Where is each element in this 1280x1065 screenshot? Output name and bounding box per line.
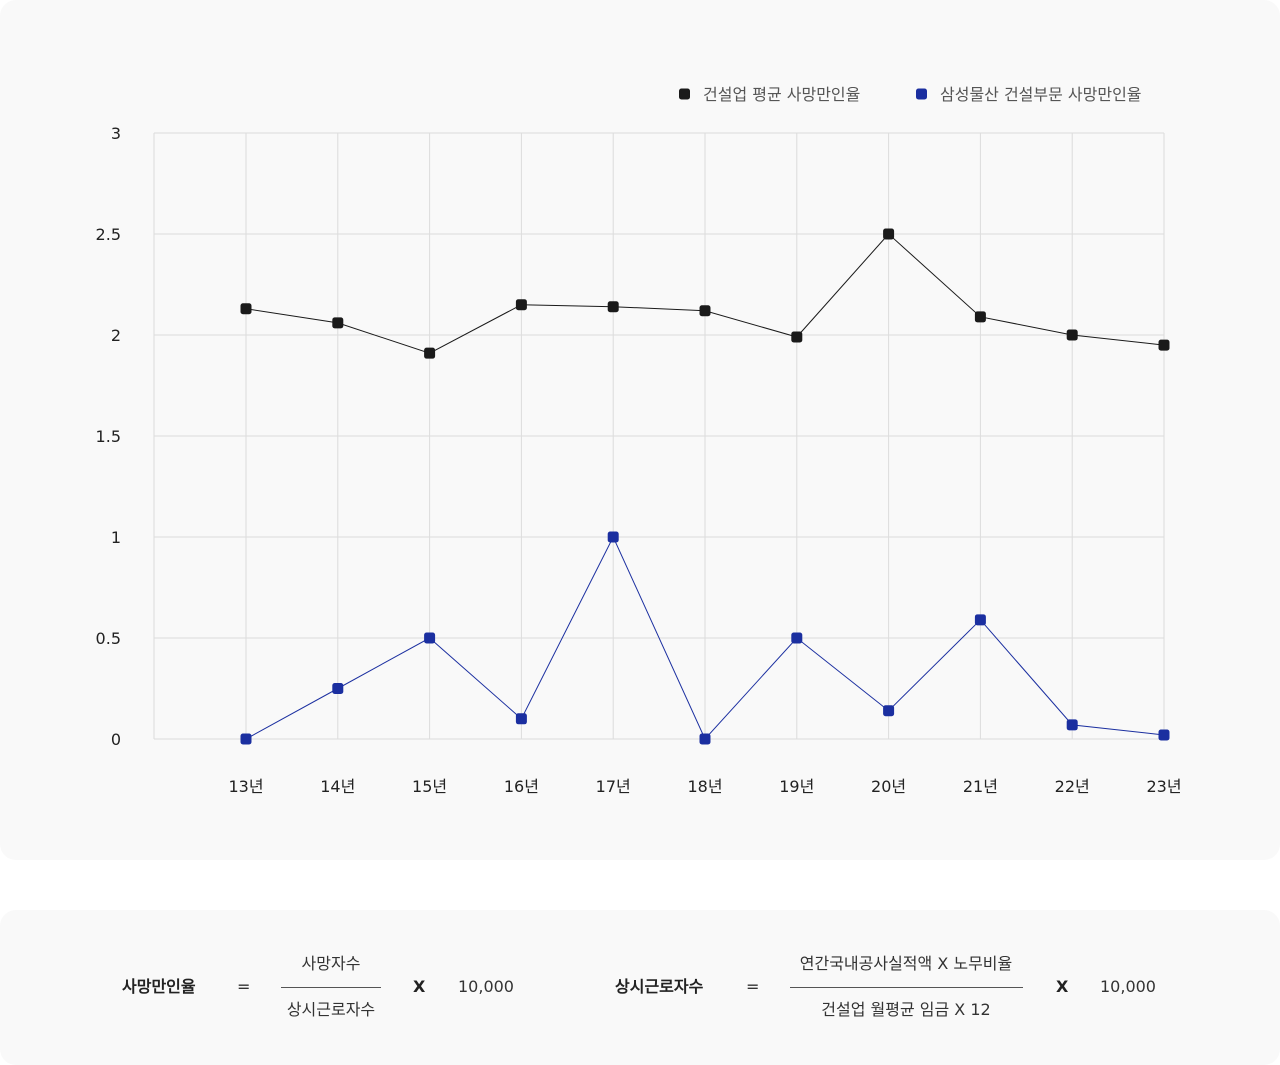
formula-label: 사망만인율: [122, 977, 196, 996]
y-tick-label: 0: [111, 730, 121, 749]
chart-panel: 0 0.5 1 1.5 2 2.5 3 13년 14년 15년 16년 17년 18년 19년 20년 21년…: [95, 85, 1182, 796]
x-tick-label: 20년: [871, 777, 906, 796]
x-tick-label: 18년: [687, 777, 722, 796]
y-tick-label: 0.5: [96, 629, 121, 648]
x-tick-label: 23년: [1146, 777, 1181, 796]
data-point: [1158, 339, 1170, 351]
fraction-line: [790, 987, 1023, 988]
x-tick-label: 15년: [412, 777, 447, 796]
data-point: [1066, 329, 1078, 341]
legend-label: 삼성물산 건설부문 사망만인율: [940, 85, 1142, 104]
grid: [153, 132, 1165, 740]
legend-marker: [916, 88, 927, 100]
data-point: [699, 305, 711, 317]
data-point: [424, 347, 436, 359]
x-tick-label: 19년: [779, 777, 814, 796]
data-point: [699, 733, 711, 745]
data-point: [240, 303, 252, 315]
data-point: [974, 311, 986, 323]
formula-times: X: [1056, 977, 1069, 996]
formula-denominator: 건설업 월평균 임금 X 12: [821, 1000, 991, 1019]
data-point: [607, 301, 619, 313]
x-tick-label: 16년: [504, 777, 539, 796]
series-2: [240, 531, 1170, 745]
formula-equals: =: [746, 977, 760, 996]
x-tick-label: 14년: [320, 777, 355, 796]
legend-marker: [679, 88, 690, 100]
x-tick-label: 21년: [963, 777, 998, 796]
data-point: [424, 632, 436, 644]
data-point: [791, 632, 803, 644]
y-tick-label: 2: [111, 326, 121, 345]
formula-numerator: 사망자수: [301, 954, 361, 973]
data-point: [240, 733, 252, 745]
y-tick-label: 2.5: [96, 225, 121, 244]
data-point: [1066, 719, 1078, 731]
x-tick-label: 22년: [1055, 777, 1090, 796]
data-point: [332, 683, 344, 694]
formula-multiplier: 10,000: [458, 977, 514, 996]
series-1: [240, 228, 1170, 359]
data-point: [883, 705, 895, 717]
data-point: [607, 531, 619, 543]
data-point: [791, 331, 803, 343]
legend: 건설업 평균 사망만인율 삼성물산 건설부문 사망만인율: [679, 85, 1142, 104]
data-point: [332, 317, 344, 329]
legend-label: 건설업 평균 사망만인율: [703, 85, 860, 104]
x-tick-label: 13년: [228, 777, 263, 796]
formula-times: X: [413, 977, 426, 996]
formula-multiplier: 10,000: [1100, 977, 1156, 996]
data-point: [1158, 729, 1170, 741]
formula-label: 상시근로자수: [615, 977, 704, 996]
y-tick-label: 3: [111, 124, 121, 143]
formula-numerator: 연간국내공사실적액 X 노무비율: [799, 954, 1013, 973]
formula-equals: =: [237, 977, 251, 996]
y-tick-label: 1: [111, 528, 121, 547]
data-point: [974, 614, 986, 626]
fraction-line: [281, 987, 381, 988]
data-point: [515, 713, 527, 725]
data-point: [883, 228, 895, 240]
line-chart: 0 0.5 1 1.5 2 2.5 3 13년 14년 15년 16년 17년 18년 19년 20년 21년…: [96, 85, 1182, 796]
x-tick-label: 17년: [596, 777, 631, 796]
y-tick-label: 1.5: [96, 427, 121, 446]
data-point: [515, 299, 527, 311]
formula-denominator: 상시근로자수: [286, 1000, 376, 1019]
formula-panel: 사망만인율 = 사망자수 상시근로자수 X 10,000 상시근로자수 = 연간…: [0, 910, 1280, 1065]
